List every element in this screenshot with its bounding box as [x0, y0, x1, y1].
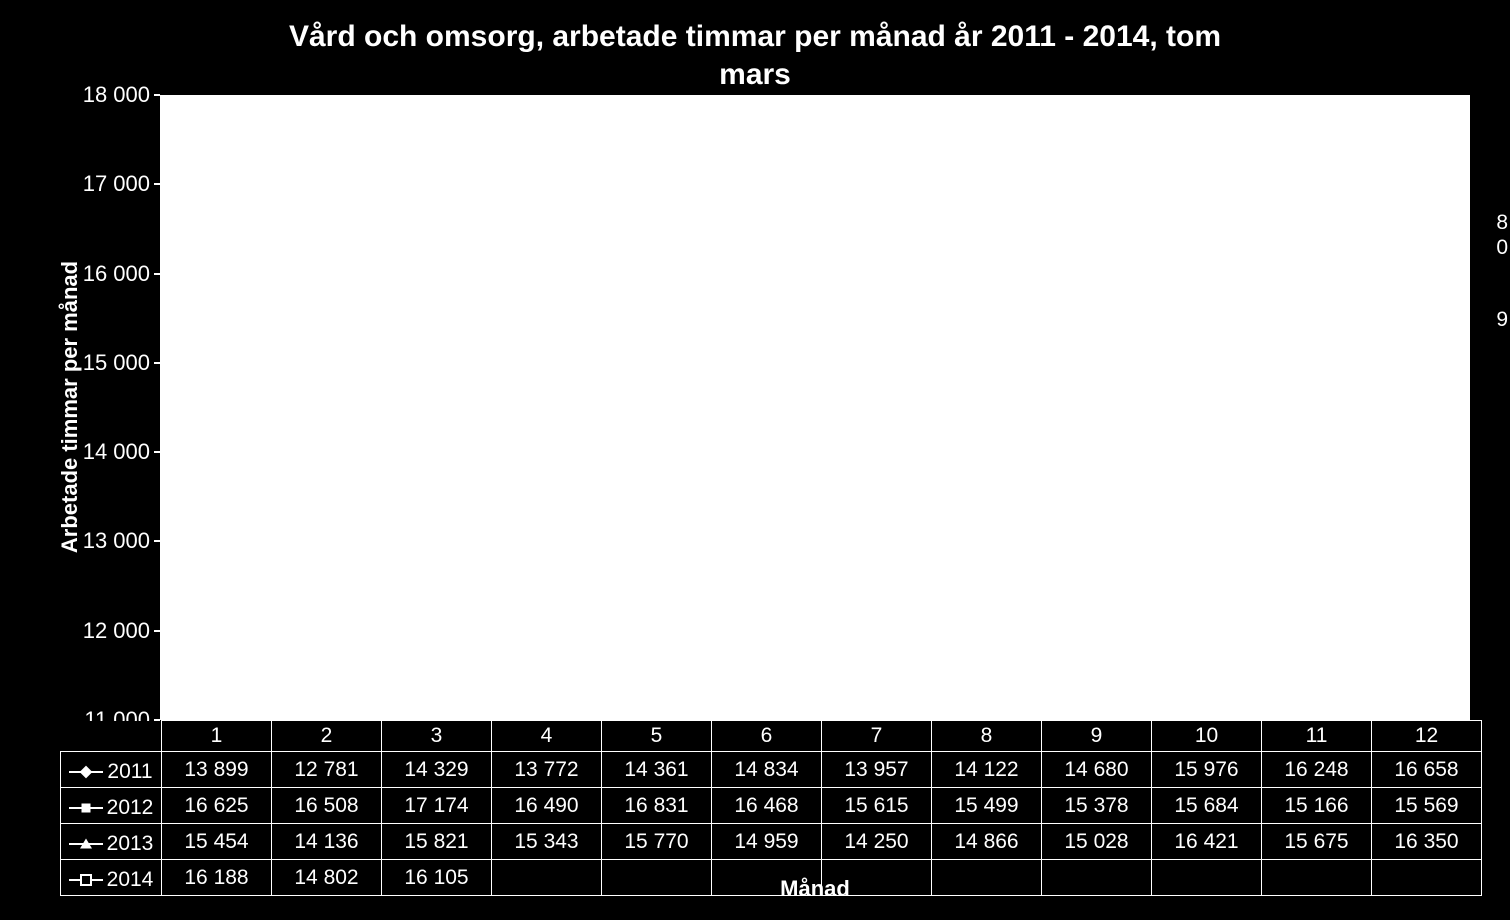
chart-title-line1: Vård och omsorg, arbetade timmar per mån… — [289, 20, 1221, 53]
side-text-2: 9 — [1496, 307, 1508, 332]
chart-title: Vård och omsorg, arbetade timmar per mån… — [0, 18, 1510, 93]
data-cell: 16 625 — [162, 788, 272, 824]
table-row: 2013 15 45414 13615 82115 34315 77014 959… — [61, 824, 1482, 860]
data-cell: 15 499 — [932, 788, 1042, 824]
data-cell: 15 454 — [162, 824, 272, 860]
month-header: 9 — [1042, 721, 1152, 752]
month-header: 6 — [712, 721, 822, 752]
data-cell: 13 899 — [162, 752, 272, 788]
data-cell: 16 831 — [602, 788, 712, 824]
square-icon — [69, 807, 103, 809]
data-cell: 15 378 — [1042, 788, 1152, 824]
side-num-0: 8 — [1496, 210, 1508, 235]
side-num-1: 0 — [1496, 235, 1508, 260]
month-header: 8 — [932, 721, 1042, 752]
data-cell: 15 569 — [1372, 788, 1482, 824]
data-cell: 14 361 — [602, 752, 712, 788]
series-name: 2011 — [107, 760, 152, 784]
data-cell: 15 684 — [1152, 788, 1262, 824]
table-corner — [61, 721, 162, 752]
y-tick-label: 17 000 — [60, 171, 150, 197]
data-cell: 15 821 — [382, 824, 492, 860]
data-cell: 16 658 — [1372, 752, 1482, 788]
diamond-icon — [69, 771, 103, 773]
legend-cell: 2011 — [61, 752, 162, 788]
chart-container: Vård och omsorg, arbetade timmar per mån… — [0, 0, 1510, 920]
data-cell: 15 770 — [602, 824, 712, 860]
chart-title-line2: mars — [719, 58, 791, 91]
series-name: 2012 — [107, 796, 154, 820]
side-text-1: 8 0 — [1496, 210, 1508, 260]
plot-area — [160, 95, 1470, 720]
table-row: 2011 13 89912 78114 32913 77214 36114 834… — [61, 752, 1482, 788]
data-cell: 16 490 — [492, 788, 602, 824]
month-header: 5 — [602, 721, 712, 752]
data-cell: 16 248 — [1262, 752, 1372, 788]
data-cell: 15 028 — [1042, 824, 1152, 860]
data-cell: 14 866 — [932, 824, 1042, 860]
month-header: 3 — [382, 721, 492, 752]
table-header-row: 123456789101112 — [61, 721, 1482, 752]
y-tick-label: 18 000 — [60, 82, 150, 108]
square-outline-icon — [69, 879, 103, 881]
month-header: 11 — [1262, 721, 1372, 752]
legend-cell: 2012 — [61, 788, 162, 824]
series-name: 2013 — [107, 832, 154, 856]
data-cell: 13 772 — [492, 752, 602, 788]
data-cell: 15 166 — [1262, 788, 1372, 824]
data-cell: 14 959 — [712, 824, 822, 860]
series-name: 2014 — [107, 868, 154, 892]
data-cell: 14 834 — [712, 752, 822, 788]
data-cell: 13 957 — [822, 752, 932, 788]
y-tick-label: 12 000 — [60, 618, 150, 644]
data-cell: 17 174 — [382, 788, 492, 824]
side-num-2: 9 — [1496, 307, 1508, 332]
data-cell: 16 350 — [1372, 824, 1482, 860]
data-cell: 16 421 — [1152, 824, 1262, 860]
data-cell: 14 250 — [822, 824, 932, 860]
data-table: 123456789101112201113 89912 78114 32913 … — [60, 720, 1482, 896]
data-cell: 15 675 — [1262, 824, 1372, 860]
data-cell: 15 976 — [1152, 752, 1262, 788]
month-header: 1 — [162, 721, 272, 752]
month-header: 7 — [822, 721, 932, 752]
data-cell: 14 680 — [1042, 752, 1152, 788]
x-axis-label: Månad — [160, 876, 1470, 902]
data-cell: 14 136 — [272, 824, 382, 860]
data-cell: 12 781 — [272, 752, 382, 788]
month-header: 10 — [1152, 721, 1262, 752]
month-header: 2 — [272, 721, 382, 752]
month-header: 4 — [492, 721, 602, 752]
table-row: 2012 16 62516 50817 17416 49016 83116 468… — [61, 788, 1482, 824]
y-axis-label: Arbetade timmar per månad — [57, 247, 83, 567]
data-cell: 15 615 — [822, 788, 932, 824]
data-cell: 16 468 — [712, 788, 822, 824]
legend-cell: 2013 — [61, 824, 162, 860]
data-cell: 14 329 — [382, 752, 492, 788]
triangle-icon — [69, 843, 103, 845]
data-cell: 15 343 — [492, 824, 602, 860]
data-cell: 14 122 — [932, 752, 1042, 788]
month-header: 12 — [1372, 721, 1482, 752]
data-cell: 16 508 — [272, 788, 382, 824]
legend-cell: 2014 — [61, 860, 162, 896]
